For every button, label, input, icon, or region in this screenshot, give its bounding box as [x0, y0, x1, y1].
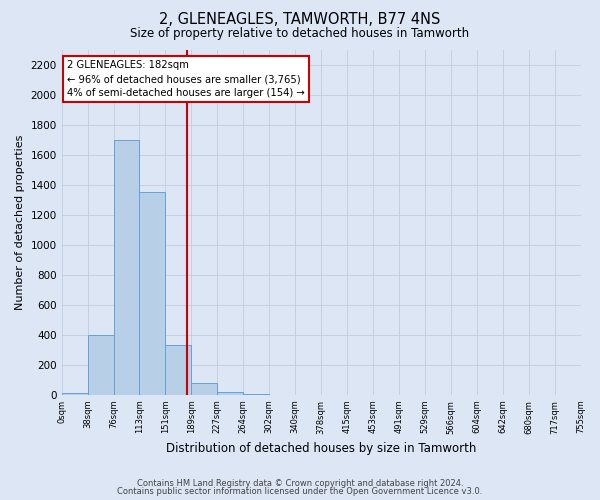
- Text: 2 GLENEAGLES: 182sqm
← 96% of detached houses are smaller (3,765)
4% of semi-det: 2 GLENEAGLES: 182sqm ← 96% of detached h…: [67, 60, 305, 98]
- Bar: [139, 192, 166, 395]
- Bar: [191, 383, 217, 395]
- Bar: [243, 394, 269, 395]
- Bar: [217, 392, 243, 395]
- Bar: [88, 335, 113, 395]
- X-axis label: Distribution of detached houses by size in Tamworth: Distribution of detached houses by size …: [166, 442, 476, 455]
- Text: 2, GLENEAGLES, TAMWORTH, B77 4NS: 2, GLENEAGLES, TAMWORTH, B77 4NS: [160, 12, 440, 28]
- Text: Contains HM Land Registry data © Crown copyright and database right 2024.: Contains HM Land Registry data © Crown c…: [137, 478, 463, 488]
- Text: Size of property relative to detached houses in Tamworth: Size of property relative to detached ho…: [130, 28, 470, 40]
- Bar: [113, 140, 139, 395]
- Bar: [166, 346, 191, 395]
- Text: Contains public sector information licensed under the Open Government Licence v3: Contains public sector information licen…: [118, 487, 482, 496]
- Bar: [62, 394, 88, 395]
- Y-axis label: Number of detached properties: Number of detached properties: [15, 134, 25, 310]
